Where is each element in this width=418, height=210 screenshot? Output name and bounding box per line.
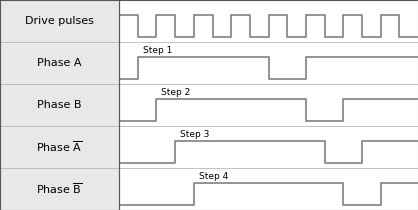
Text: Phase A: Phase A bbox=[37, 58, 82, 68]
Text: Step 1: Step 1 bbox=[143, 46, 172, 55]
Text: Phase B: Phase B bbox=[37, 100, 82, 110]
Text: Phase $\overline{\mathrm{A}}$: Phase $\overline{\mathrm{A}}$ bbox=[36, 140, 83, 154]
Text: Step 2: Step 2 bbox=[161, 88, 191, 97]
Text: Phase $\overline{\mathrm{B}}$: Phase $\overline{\mathrm{B}}$ bbox=[36, 182, 83, 196]
Text: Drive pulses: Drive pulses bbox=[25, 16, 94, 26]
Text: Step 4: Step 4 bbox=[199, 172, 228, 181]
Text: Step 3: Step 3 bbox=[180, 130, 209, 139]
